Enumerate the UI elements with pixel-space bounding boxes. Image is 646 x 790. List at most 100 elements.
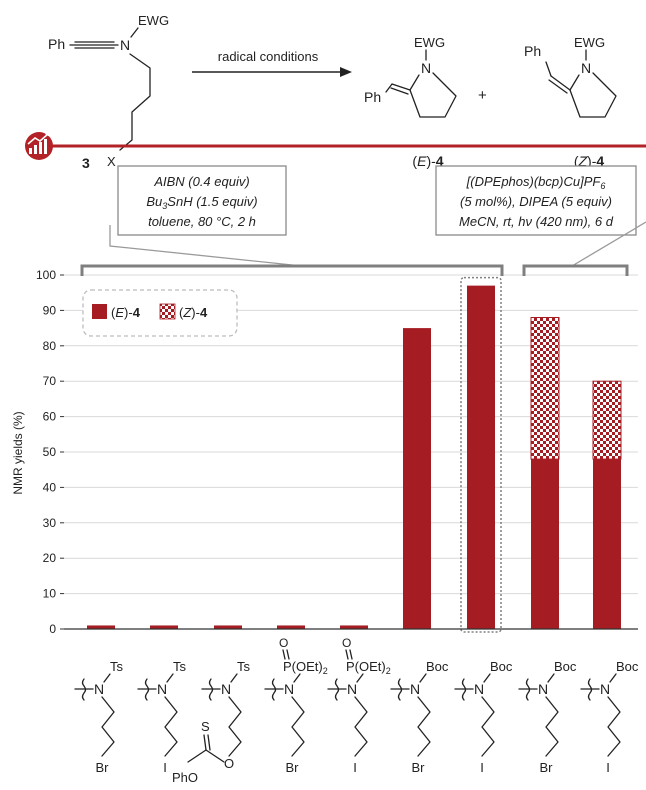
leaving-group-label: I: [606, 760, 610, 775]
substrate-n-label: N: [347, 681, 357, 697]
bar-e-isomer: [150, 625, 178, 629]
y-tick-label: 40: [43, 480, 57, 494]
attachment-squiggle: [208, 678, 214, 701]
reaction-scheme: Ph N EWG X 3 radical conditions EWG N: [48, 13, 617, 171]
y-tick-label: 30: [43, 516, 57, 530]
bond: [282, 649, 286, 660]
y-tick-label: 70: [43, 374, 57, 388]
bar-z-isomer: [592, 380, 622, 460]
leaving-group-label: I: [353, 760, 357, 775]
y-tick-label: 20: [43, 551, 57, 565]
chart-growth-icon: [25, 131, 53, 160]
thione-s-label: S: [201, 719, 210, 734]
product-e-ewg-label: EWG: [414, 35, 445, 50]
substrate-ewg-label: Boc: [616, 659, 639, 674]
bond: [228, 696, 242, 757]
group-bracket: [80, 264, 504, 276]
attachment-squiggle: [397, 678, 403, 701]
attachment-squiggle: [525, 678, 531, 701]
y-tick-label: 0: [49, 622, 56, 636]
bond: [547, 673, 555, 683]
substrate-ewg-label: Ts: [110, 659, 124, 674]
product-e-caption: (E)-4: [412, 153, 443, 169]
bar-e-isomer: [403, 328, 431, 629]
substrate-structure: N Boc I: [454, 659, 513, 775]
n-ewg-bond: [130, 27, 139, 38]
callout-line: [571, 221, 646, 267]
product-z-ring: [569, 72, 617, 118]
tin-condition-line3: toluene, 80 °C, 2 h: [148, 214, 256, 229]
product-z-ph-label: Ph: [524, 43, 541, 59]
bar-e-isomer: [214, 625, 242, 629]
arrow-conditions-label: radical conditions: [218, 49, 319, 64]
substrate-ewg-label: P(OEt)2: [283, 659, 328, 676]
tin-condition-line2: Bu3SnH (1.5 equiv): [146, 194, 257, 211]
legend-swatch-z: [159, 303, 176, 320]
y-tick-label: 50: [43, 445, 57, 459]
bond: [103, 673, 111, 683]
tin-condition-line1: AIBN (0.4 equiv): [153, 174, 249, 189]
bond: [205, 749, 225, 763]
bar-e-isomer: [340, 625, 368, 629]
ester-o-label: O: [224, 756, 234, 771]
plus-sign: +: [478, 87, 487, 104]
bond: [187, 749, 207, 763]
substrate-structure: N Boc I: [580, 659, 639, 775]
bond: [349, 649, 353, 660]
bar-e-isomer: [277, 625, 305, 629]
attachment-squiggle: [81, 678, 87, 701]
copper-condition-line1: [(DPEphos)(bcp)Cu]PF6: [466, 174, 606, 191]
leaving-group-label: Br: [540, 760, 554, 775]
substrate-ewg-label: Boc: [490, 659, 513, 674]
y-axis-label: NMR yields (%): [11, 411, 25, 494]
bond: [483, 673, 491, 683]
attachment-squiggle: [334, 678, 340, 701]
product-e-ph-label: Ph: [364, 89, 381, 105]
bar-e-isomer: [593, 459, 621, 629]
exocyclic-double-bond: [550, 75, 571, 91]
substrate-n-label: N: [410, 681, 420, 697]
bond: [545, 696, 559, 757]
legend-label-z: (Z)-4: [179, 305, 208, 320]
substrate-structure: N P(OEt)2 O I: [327, 636, 391, 775]
bond: [286, 649, 290, 660]
y-tick-label: 60: [43, 410, 57, 424]
bond: [354, 696, 368, 757]
substrate-ewg-label: Ts: [237, 659, 251, 674]
substrate-structure: N Ts O S PhO: [172, 659, 251, 785]
bond: [291, 696, 305, 757]
attachment-squiggle: [144, 678, 150, 701]
reaction-arrow: radical conditions: [192, 49, 352, 77]
substrate-x-label: X: [107, 154, 116, 169]
bond: [345, 649, 349, 660]
substrate-n-label: N: [221, 681, 231, 697]
bar-e-isomer: [467, 285, 495, 629]
phosphoryl-o-label: O: [342, 636, 351, 650]
bars: [87, 276, 622, 633]
substrate-ewg-label: EWG: [138, 13, 169, 28]
bar-e-isomer: [531, 459, 559, 629]
phenoxy-label: PhO: [172, 770, 198, 785]
bond: [203, 734, 207, 751]
legend-label-e: (E)-4: [111, 305, 141, 320]
substrate-n-label: N: [94, 681, 104, 697]
bond: [164, 696, 178, 757]
leaving-group-label: Br: [96, 760, 110, 775]
bond: [419, 673, 427, 683]
substrate-structure: N P(OEt)2 O Br: [264, 636, 328, 775]
product-z-caption: (Z)-4: [574, 153, 605, 169]
bar-e-isomer: [87, 625, 115, 629]
substrate-ph-label: Ph: [48, 36, 65, 52]
conditions-box-copper: [(DPEphos)(bcp)Cu]PF6 (5 mol%), DIPEA (5…: [435, 165, 646, 267]
leaving-group-label: Br: [412, 760, 426, 775]
product-z-ewg-label: EWG: [574, 35, 605, 50]
bar-z-isomer: [530, 316, 560, 460]
leaving-group-label: I: [163, 760, 167, 775]
bond: [356, 673, 364, 683]
bond: [293, 673, 301, 683]
yield-chart: 0 10 20 30 40 50 60 70 80 90 100 NMR yields (%) (E…: [11, 264, 638, 636]
copper-condition-line2: (5 mol%), DIPEA (5 equiv): [460, 194, 612, 209]
product-e-4: EWG N Ph (E)-4: [364, 35, 457, 169]
y-ticks: 0 10 20 30 40 50 60 70 80 90 100: [36, 268, 64, 636]
leaving-group-label: Br: [286, 760, 300, 775]
